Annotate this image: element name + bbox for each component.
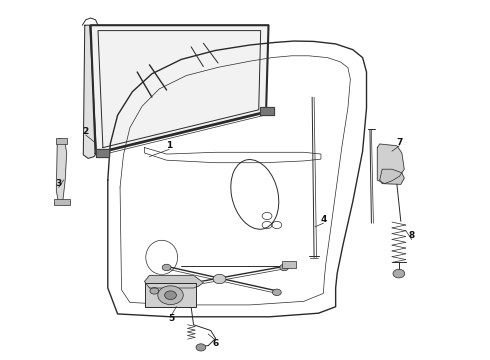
Polygon shape xyxy=(56,139,67,203)
Circle shape xyxy=(196,344,206,351)
Text: 4: 4 xyxy=(320,215,327,224)
Circle shape xyxy=(165,291,176,300)
Bar xyxy=(96,149,109,157)
Text: 2: 2 xyxy=(83,127,89,136)
Bar xyxy=(260,107,274,115)
Bar xyxy=(56,138,67,144)
Text: 3: 3 xyxy=(56,179,62,188)
Text: 8: 8 xyxy=(409,231,415,240)
Bar xyxy=(145,283,196,307)
Circle shape xyxy=(158,286,183,305)
Polygon shape xyxy=(91,25,269,154)
Bar xyxy=(54,199,70,205)
Polygon shape xyxy=(83,25,97,158)
Circle shape xyxy=(280,264,289,271)
Circle shape xyxy=(162,264,171,271)
Circle shape xyxy=(213,274,226,284)
Polygon shape xyxy=(145,275,203,288)
Text: 1: 1 xyxy=(166,141,172,150)
Bar xyxy=(282,261,296,268)
Polygon shape xyxy=(377,144,404,184)
Circle shape xyxy=(272,289,281,296)
Circle shape xyxy=(393,269,405,278)
Text: 7: 7 xyxy=(396,138,403,147)
Text: 5: 5 xyxy=(169,314,174,323)
Circle shape xyxy=(150,288,159,294)
Polygon shape xyxy=(380,169,404,184)
Text: 6: 6 xyxy=(213,339,219,348)
